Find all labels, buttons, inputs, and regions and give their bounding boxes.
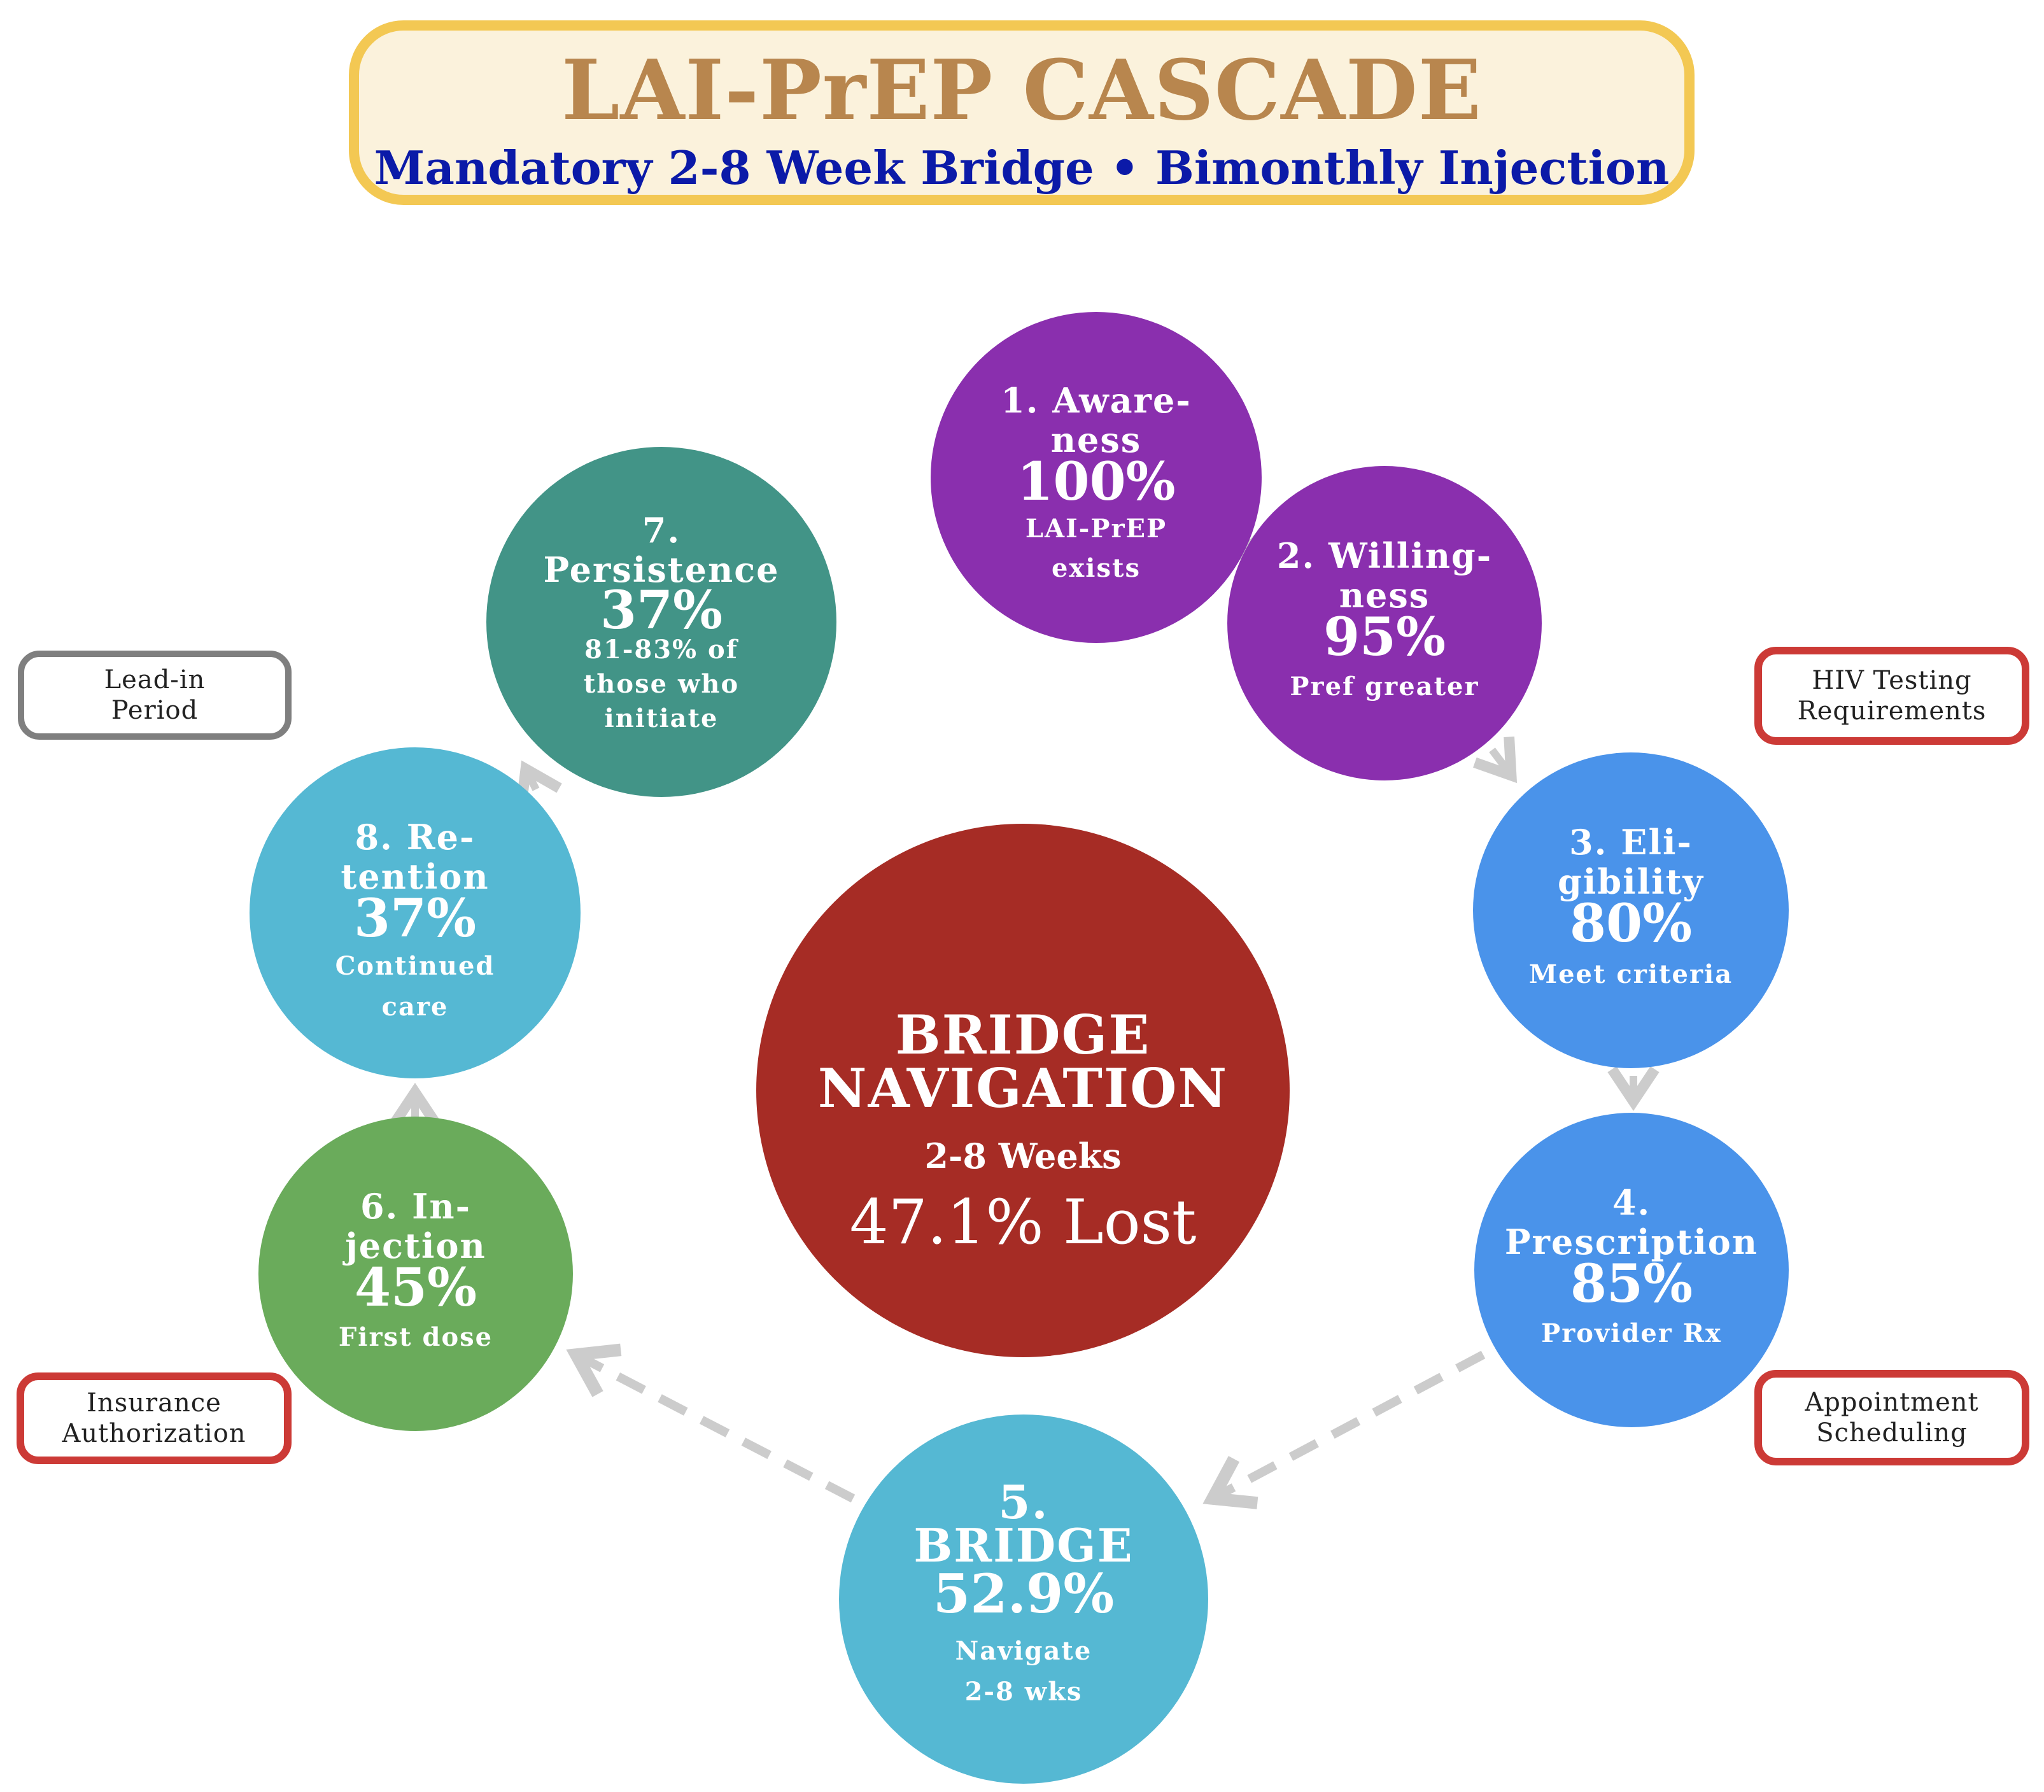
arrow-prescription-to-bridge xyxy=(1202,1350,1486,1509)
bridge-navigation-hub: BRIDGE NAVIGATION 2-8 Weeks 47.1% Lost xyxy=(756,824,1290,1357)
barrier-insurance-authorization: Insurance Authorization xyxy=(17,1372,292,1464)
stage-title-line: 2. Willing- xyxy=(1276,535,1493,576)
barrier-line: Authorization xyxy=(62,1419,246,1448)
hub-duration: 2-8 Weeks xyxy=(924,1136,1122,1176)
hub-loss: 47.1% Lost xyxy=(849,1187,1197,1258)
stage-title-line: 4. xyxy=(1612,1182,1651,1223)
stage-note: Provider Rx xyxy=(1474,1318,1789,1350)
barrier-line: Appointment xyxy=(1805,1388,1979,1417)
barrier-lead-in-period: Lead-in Period xyxy=(18,651,292,740)
barrier-line: Lead-in xyxy=(104,665,206,695)
stage-title-line: BRIDGE xyxy=(913,1518,1134,1572)
stage-note: LAI-PrEP exists xyxy=(931,509,1262,588)
stage-title-line: ness xyxy=(1050,420,1142,460)
stage-willingness: 2. Willing- ness 95% Pref greater xyxy=(1227,466,1542,780)
stage-title-line: tention xyxy=(341,856,490,897)
stage-persistence: 7. Persistence 37% 81-83% of those who i… xyxy=(486,447,836,797)
stage-title-line: Prescription xyxy=(1504,1222,1759,1262)
stage-note: Meet criteria xyxy=(1473,959,1789,991)
stage-title-line: 3. Eli- xyxy=(1569,822,1693,863)
stage-note-line: Meet criteria xyxy=(1528,959,1733,989)
arrow-retention-to-persistence xyxy=(516,760,562,808)
stage-title-line: gibility xyxy=(1558,861,1704,902)
stage-title: 3. Eli- gibility xyxy=(1473,822,1789,901)
stage-note-line: Provider Rx xyxy=(1541,1318,1722,1348)
stage-bridge: 5. BRIDGE 52.9% Navigate 2-8 wks xyxy=(839,1415,1208,1784)
stage-retention: 8. Re- tention 37% Continued care xyxy=(250,747,581,1078)
stage-note-line: 81-83% of xyxy=(584,635,738,665)
stage-title-line: Persistence xyxy=(543,549,780,590)
header-title: LAI-PrEP CASCADE xyxy=(561,41,1482,139)
stage-note-line: 2-8 wks xyxy=(964,1677,1083,1707)
stage-title-line: 6. In- xyxy=(360,1186,472,1227)
hub-title-line: BRIDGE xyxy=(895,1003,1151,1066)
stage-note-line: Pref greater xyxy=(1290,672,1479,702)
barrier-appointment-scheduling: Appointment Scheduling xyxy=(1754,1370,2029,1465)
stage-title: 5. BRIDGE xyxy=(839,1475,1208,1572)
barrier-hiv-testing: HIV Testing Requirements xyxy=(1754,647,2029,745)
hub-title-line: NAVIGATION xyxy=(817,1057,1229,1120)
stage-percent: 100% xyxy=(1017,451,1176,512)
barrier-line: Insurance xyxy=(87,1388,222,1418)
stage-percent: 45% xyxy=(354,1257,477,1318)
header-banner: LAI-PrEP CASCADE Mandatory 2-8 Week Brid… xyxy=(349,20,1695,205)
stage-prescription: 4. Prescription 85% Provider Rx xyxy=(1474,1113,1789,1427)
stage-title-line: 5. xyxy=(998,1475,1049,1529)
arrow-bridge-to-injection xyxy=(566,1343,856,1503)
stage-note-line: First dose xyxy=(338,1322,493,1352)
barrier-line: HIV Testing xyxy=(1812,666,1972,695)
hub-title: BRIDGE NAVIGATION xyxy=(756,1008,1290,1115)
stage-title: 2. Willing- ness xyxy=(1227,536,1542,615)
stage-note: Navigate 2-8 wks xyxy=(839,1631,1208,1712)
arrow-willingness-to-eligibility xyxy=(1473,737,1518,784)
stage-note-line: those who xyxy=(583,669,740,699)
stage-note-line: Navigate xyxy=(955,1636,1092,1666)
stage-note: Continued care xyxy=(250,946,581,1027)
stage-title-line: ness xyxy=(1339,575,1430,616)
stage-title: 7. Persistence xyxy=(486,511,836,589)
stage-title: 6. In- jection xyxy=(258,1187,573,1266)
stage-title-line: 7. xyxy=(642,510,681,551)
stage-note: First dose xyxy=(258,1322,573,1353)
stage-title: 8. Re- tention xyxy=(250,817,581,896)
stage-title-line: 1. Aware- xyxy=(1001,380,1192,421)
stage-note: 81-83% of those who initiate xyxy=(486,633,836,736)
stage-title: 4. Prescription xyxy=(1474,1183,1789,1262)
stage-note: Pref greater xyxy=(1227,671,1542,703)
stage-note-line: care xyxy=(381,992,449,1022)
stage-title: 1. Aware- ness xyxy=(931,381,1262,460)
stage-note-line: exists xyxy=(1051,553,1141,583)
stage-percent: 80% xyxy=(1569,893,1693,954)
stage-percent: 85% xyxy=(1570,1253,1693,1315)
stage-percent: 52.9% xyxy=(933,1562,1115,1625)
stage-injection: 6. In- jection 45% First dose xyxy=(258,1117,573,1431)
stage-eligibility: 3. Eli- gibility 80% Meet criteria xyxy=(1473,752,1789,1068)
stage-percent: 37% xyxy=(353,888,477,949)
stage-note-line: Continued xyxy=(335,951,495,981)
stage-percent: 95% xyxy=(1323,607,1446,668)
barrier-line: Requirements xyxy=(1797,696,1987,726)
stage-percent: 37% xyxy=(600,580,723,641)
stage-note-line: LAI-PrEP xyxy=(1025,514,1167,544)
barrier-line: Scheduling xyxy=(1816,1418,1968,1448)
stage-awareness: 1. Aware- ness 100% LAI-PrEP exists xyxy=(931,312,1262,643)
stage-title-line: jection xyxy=(345,1225,486,1266)
stage-title-line: 8. Re- xyxy=(355,817,476,857)
header-subtitle: Mandatory 2-8 Week Bridge • Bimonthly In… xyxy=(374,141,1670,195)
stage-note-line: initiate xyxy=(604,703,719,733)
barrier-line: Period xyxy=(111,696,199,725)
